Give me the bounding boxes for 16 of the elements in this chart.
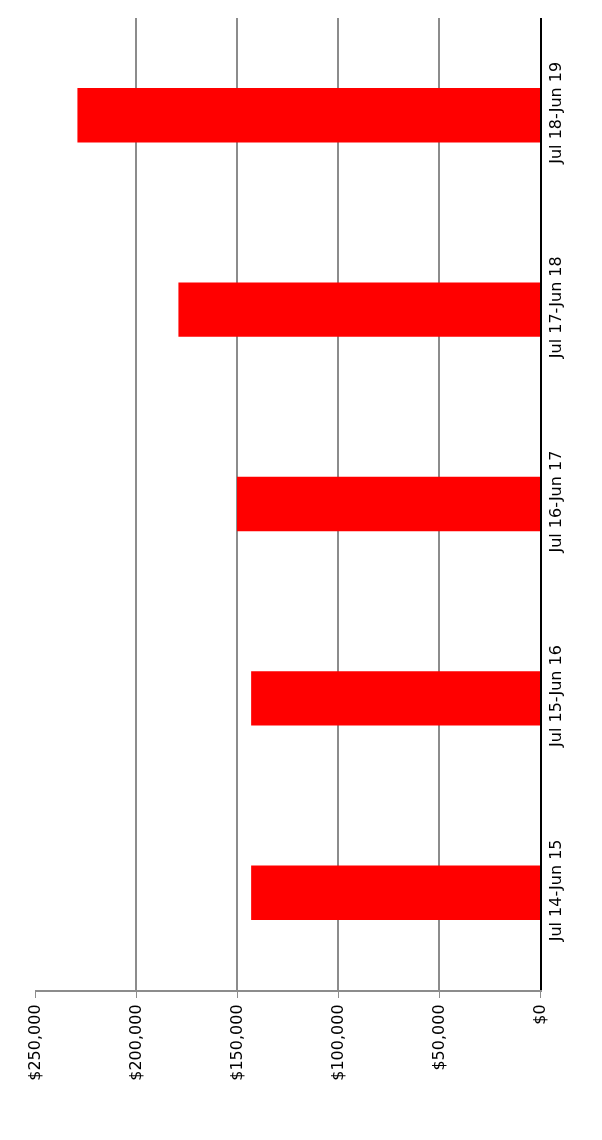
y-tick-label: Jul 17-Jun 18 [546, 256, 566, 360]
x-tick-label: $150,000 [227, 1004, 247, 1081]
bar [251, 865, 540, 921]
y-tick-label: Jul 14-Jun 15 [546, 839, 566, 943]
bar [77, 87, 540, 143]
bar [237, 476, 540, 532]
bar [251, 671, 540, 726]
y-tick-label: Jul 18-Jun 19 [546, 61, 566, 165]
x-tick-label: $250,000 [25, 1004, 45, 1081]
y-tick-label: Jul 16-Jun 17 [546, 450, 566, 554]
x-tick-label: $100,000 [328, 1004, 348, 1081]
x-tick-label: $50,000 [429, 1004, 449, 1071]
bar [178, 282, 540, 337]
x-tick-label: $0 [530, 1004, 550, 1025]
y-tick-label: Jul 15-Jun 16 [546, 645, 566, 748]
x-tick-label: $200,000 [126, 1004, 146, 1081]
